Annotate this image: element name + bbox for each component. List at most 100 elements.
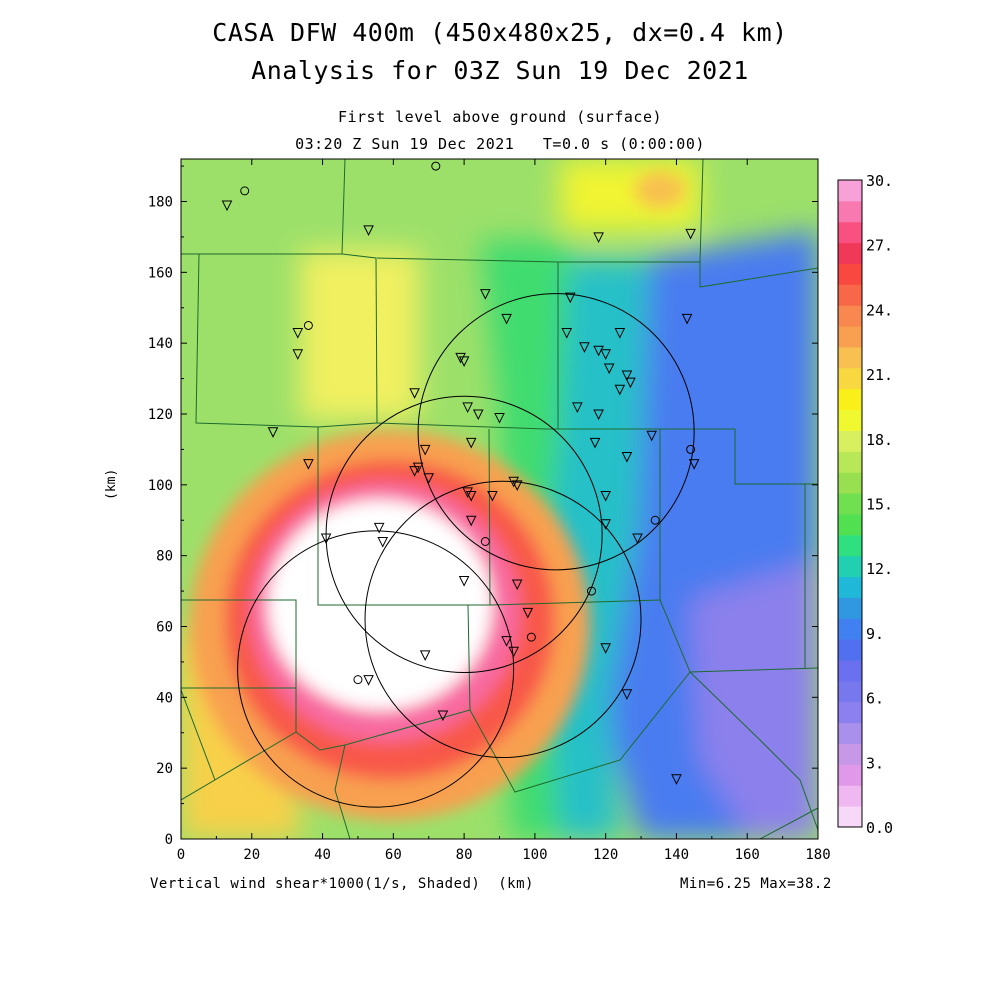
station-triangle-marker [221, 200, 233, 212]
x-tick-label: 40 [314, 847, 331, 863]
station-triangle-marker [614, 384, 626, 396]
station-triangle-marker [600, 349, 611, 360]
colorbar-label: 24. [866, 301, 893, 319]
station-triangle-marker [621, 452, 633, 463]
x-tick-label: 60 [385, 847, 402, 863]
station-triangle-marker [685, 228, 696, 240]
station-triangle-marker [632, 533, 643, 545]
colorbar-swatch [838, 806, 862, 828]
colorbar-swatch [838, 284, 862, 306]
colorbar: 0.0 3. 6. 9. 12. 15. 18. 21. 24. 27. 30. [837, 172, 893, 837]
station-triangle-marker [501, 636, 512, 647]
station-triangle-marker [465, 490, 477, 502]
colorbar-swatch [838, 743, 862, 765]
station-triangle-marker [465, 515, 477, 527]
colorbar-label: 9. [866, 625, 884, 643]
station-triangle-marker [600, 643, 611, 654]
station-markers [221, 161, 700, 785]
field-description: Vertical wind shear*1000(1/s, Shaded) (k… [150, 876, 534, 892]
colorbar-swatch [838, 680, 862, 703]
station-triangle-marker [437, 710, 449, 722]
station-triangle-marker [593, 345, 604, 357]
station-triangle-marker [292, 349, 304, 360]
station-triangle-marker [409, 466, 420, 477]
y-tick-label: 20 [156, 761, 173, 777]
station-triangle-marker [593, 409, 604, 421]
colorbar-swatch [838, 346, 862, 369]
station-triangle-marker [625, 377, 636, 389]
station-triangle-marker [688, 459, 700, 470]
colorbar-swatch [838, 451, 862, 473]
station-circle-marker [431, 161, 441, 171]
station-triangle-marker [423, 473, 435, 484]
colorbar-swatch [838, 367, 862, 390]
colorbar-label: 30. [866, 172, 893, 190]
station-triangle-marker [465, 437, 477, 449]
station-triangle-marker [292, 328, 304, 339]
colorbar-swatch [838, 180, 862, 202]
colorbar-swatch [838, 660, 862, 682]
station-triangle-marker [501, 313, 512, 325]
x-tick-label: 180 [805, 847, 830, 863]
station-triangle-marker [419, 650, 431, 661]
x-tick-label: 0 [177, 847, 185, 863]
colorbar-swatch [838, 242, 862, 264]
colorbar-swatch [838, 534, 862, 557]
chart-title-line2: Analysis for 03Z Sun 19 Dec 2021 [251, 56, 749, 85]
colorbar-label: 21. [866, 366, 893, 384]
station-triangle-marker [487, 490, 498, 502]
station-triangle-marker [462, 487, 473, 499]
station-triangle-marker [621, 689, 633, 700]
colorbar-swatch [838, 722, 862, 745]
colorbar-label: 6. [866, 690, 884, 708]
station-triangle-marker [600, 519, 611, 530]
colorbar-frame [837, 179, 863, 828]
y-tick-label: 160 [148, 265, 173, 281]
station-triangle-marker [363, 675, 374, 686]
station-triangle-marker [412, 462, 424, 474]
min-max-readout: Min=6.25 Max=38.2 [680, 876, 832, 892]
colorbar-swatch [838, 263, 862, 285]
x-tick-label: 160 [735, 847, 760, 863]
colorbar-swatch [838, 639, 862, 661]
station-circle-marker [686, 444, 696, 454]
colorbar-swatch [838, 618, 862, 640]
colorbar-swatch [838, 472, 862, 494]
colorbar-label: 18. [866, 431, 893, 449]
colorbar-swatch [838, 764, 862, 786]
station-triangle-marker [522, 607, 534, 619]
station-triangle-marker [409, 388, 420, 399]
x-tick-label: 20 [243, 847, 260, 863]
station-triangle-marker [603, 363, 615, 375]
colorbar-label: 0.0 [866, 819, 893, 837]
y-axis: 0 20 40 60 80 100 120 140 160 180 [148, 165, 818, 848]
station-circle-marker [353, 675, 363, 685]
station-triangle-marker [508, 476, 519, 488]
station-triangle-marker [621, 370, 633, 382]
colorbar-swatch [838, 701, 862, 724]
chart-title: CASA DFW 400m (450x480x25, dx=0.4 km) [212, 18, 788, 47]
x-axis: 0 20 40 60 80 100 120 140 160 180 [177, 159, 831, 863]
y-tick-label: 80 [156, 549, 173, 565]
station-triangle-marker [511, 579, 523, 591]
station-triangle-marker [458, 356, 470, 367]
station-triangle-marker [472, 409, 484, 421]
x-tick-label: 120 [593, 847, 618, 863]
station-triangle-marker [373, 522, 385, 534]
colorbar-swatch [838, 388, 862, 411]
station-triangle-marker [671, 774, 682, 785]
station-triangle-marker [458, 575, 470, 587]
colorbar-swatch [838, 200, 862, 223]
station-triangle-marker [508, 646, 519, 658]
colorbar-label: 15. [866, 496, 893, 514]
station-circle-marker [303, 320, 313, 330]
x-tick-label: 140 [664, 847, 689, 863]
chart-subtitle: First level above ground (surface) [337, 108, 663, 126]
station-triangle-marker [589, 437, 601, 449]
county-boundaries [181, 159, 818, 839]
radar-ring-1 [237, 530, 515, 808]
station-triangle-marker [303, 459, 314, 470]
colorbar-label: 12. [866, 560, 893, 578]
station-circle-marker [480, 537, 490, 546]
